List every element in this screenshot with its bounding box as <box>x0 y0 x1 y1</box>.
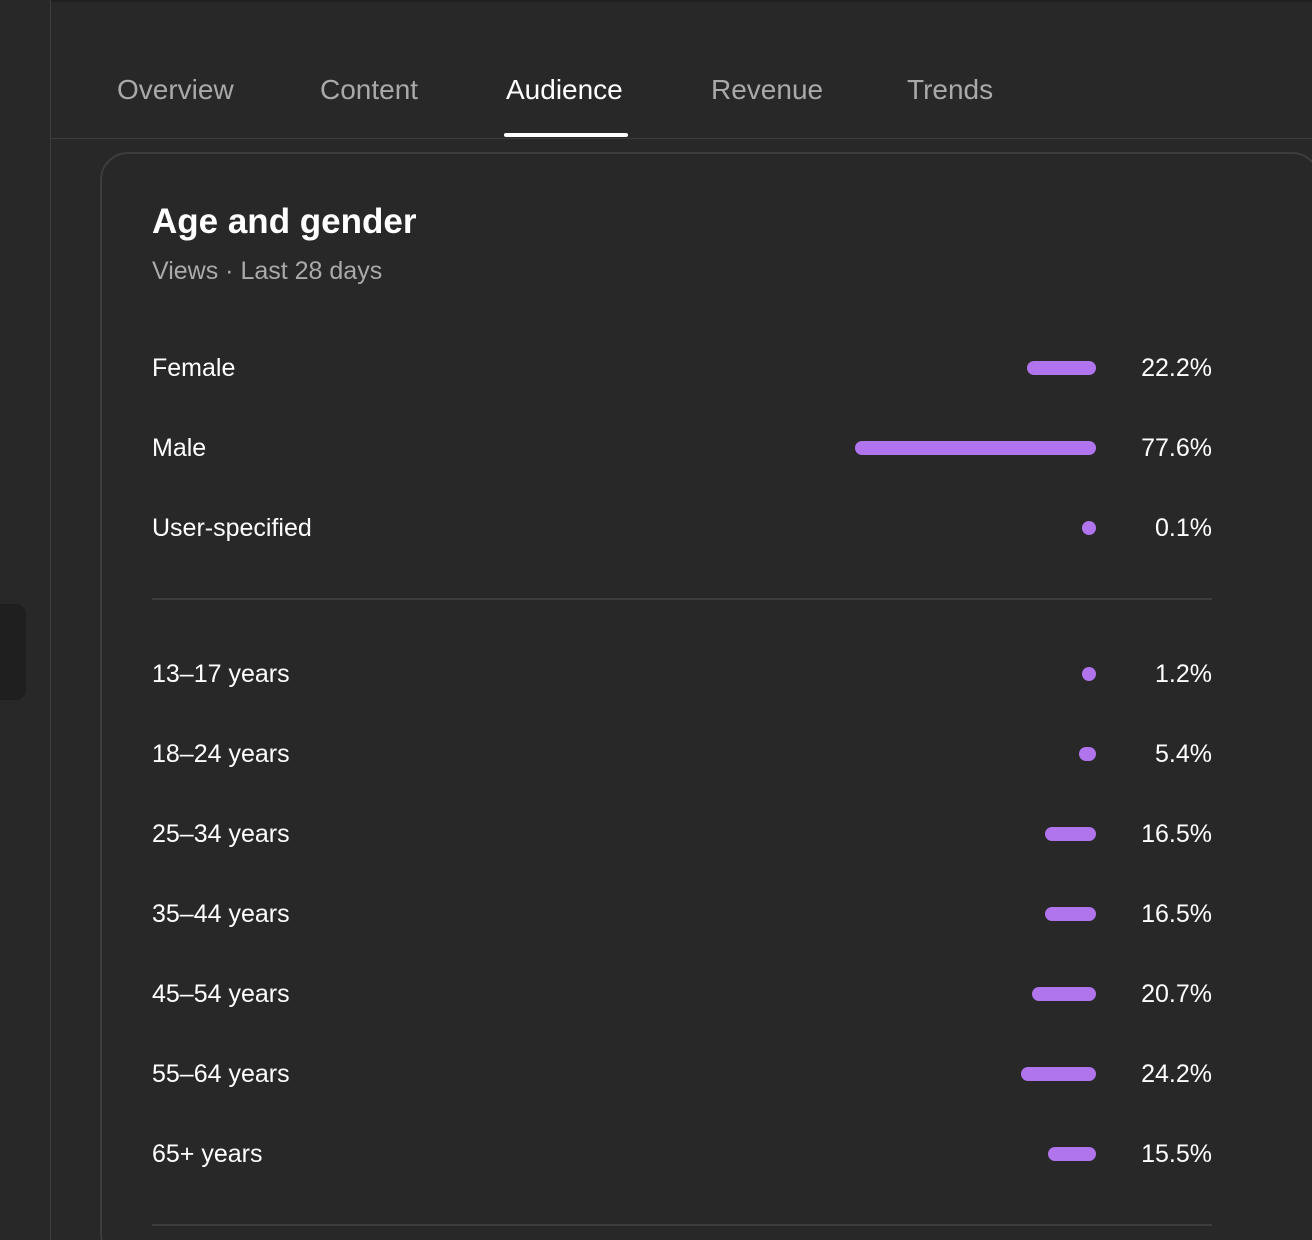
gender-row: Male 77.6% <box>152 428 1212 468</box>
age-label: 13–17 years <box>152 660 290 688</box>
age-bar <box>1044 907 1096 921</box>
age-label: 18–24 years <box>152 740 290 768</box>
age-value: 15.5% <box>1141 1140 1212 1168</box>
age-value: 24.2% <box>1141 1060 1212 1088</box>
bottom-divider <box>152 1224 1212 1226</box>
card-subtitle: Views · Last 28 days <box>152 257 383 285</box>
gender-label: Female <box>152 354 236 382</box>
gender-label: User-specified <box>152 514 312 542</box>
section-divider <box>152 598 1212 600</box>
age-row: 25–34 years 16.5% <box>152 814 1212 854</box>
age-row: 55–64 years 24.2% <box>152 1054 1212 1094</box>
age-row: 13–17 years 1.2% <box>152 654 1212 694</box>
age-row: 45–54 years 20.7% <box>152 974 1212 1014</box>
age-row: 65+ years 15.5% <box>152 1134 1212 1174</box>
top-strip <box>0 0 1312 2</box>
tab-trends[interactable]: Trends <box>907 74 994 105</box>
age-value: 1.2% <box>1155 660 1212 688</box>
age-bar <box>1047 1147 1096 1161</box>
age-bar <box>1082 667 1096 681</box>
age-label: 65+ years <box>152 1140 263 1168</box>
age-label: 25–34 years <box>152 820 290 848</box>
gender-row: Female 22.2% <box>152 348 1212 388</box>
tab-revenue[interactable]: Revenue <box>711 74 824 105</box>
age-label: 35–44 years <box>152 900 290 928</box>
gender-value: 77.6% <box>1141 434 1212 462</box>
age-bar <box>1044 827 1096 841</box>
tab-audience[interactable]: Audience <box>506 74 623 105</box>
age-value: 20.7% <box>1141 980 1212 1008</box>
age-bar <box>1031 987 1096 1001</box>
tab-bar: Overview Content Audience Revenue Trends <box>51 0 1312 139</box>
card-title: Age and gender <box>152 202 417 241</box>
age-row: 18–24 years 5.4% <box>152 734 1212 774</box>
age-label: 45–54 years <box>152 980 290 1008</box>
gender-value: 0.1% <box>1155 514 1212 542</box>
age-row: 35–44 years 16.5% <box>152 894 1212 934</box>
age-label: 55–64 years <box>152 1060 290 1088</box>
gender-row: User-specified 0.1% <box>152 508 1212 548</box>
gender-value: 22.2% <box>1141 354 1212 382</box>
age-value: 16.5% <box>1141 900 1212 928</box>
gender-bar <box>1082 521 1096 535</box>
gender-label: Male <box>152 434 207 462</box>
gender-bar <box>1027 361 1096 375</box>
active-tab-indicator <box>504 133 628 137</box>
age-value: 5.4% <box>1155 740 1212 768</box>
age-bar <box>1079 747 1096 761</box>
age-value: 16.5% <box>1141 820 1212 848</box>
rail-handle[interactable] <box>0 604 26 700</box>
tab-overview[interactable]: Overview <box>117 74 234 105</box>
gender-bar <box>855 441 1096 455</box>
age-gender-card: Age and gender Views · Last 28 days Fema… <box>100 152 1312 1240</box>
left-rail <box>0 0 51 1240</box>
age-bar <box>1020 1067 1096 1081</box>
tab-content[interactable]: Content <box>320 74 419 105</box>
